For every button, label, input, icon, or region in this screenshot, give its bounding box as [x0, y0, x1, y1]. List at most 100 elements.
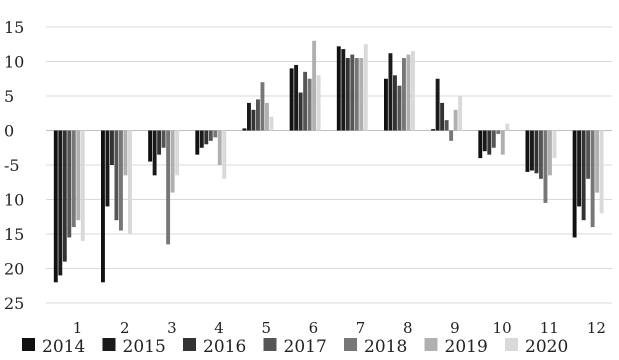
bar-2020-11	[552, 130, 557, 159]
legend-swatch-2020	[505, 338, 518, 351]
y-tick-label: 10	[4, 191, 24, 210]
bar-2016-3	[157, 130, 162, 155]
bar-2020-3	[175, 130, 180, 176]
bar-2020-6	[316, 75, 321, 131]
bar-2017-2	[114, 130, 119, 221]
bar-2014-3	[148, 130, 153, 162]
bar-2020-4	[222, 130, 227, 179]
bar-2015-7	[341, 49, 346, 131]
bar-2016-12	[581, 130, 586, 221]
bar-2017-3	[161, 130, 166, 148]
bar-2016-8	[393, 75, 397, 131]
y-tick-label: 10	[4, 53, 24, 72]
bar-2019-6	[312, 40, 317, 131]
bar-2018-4	[213, 130, 218, 138]
bar-2019-4	[217, 130, 222, 165]
y-tick-label: 5	[4, 87, 14, 106]
bar-2014-5	[242, 128, 247, 131]
bar-2020-12	[599, 130, 604, 214]
bar-2016-4	[204, 130, 209, 145]
bar-2018-9	[449, 130, 454, 141]
legend-swatch-2014	[22, 338, 35, 351]
bar-2020-7	[363, 44, 368, 131]
bar-2017-7	[350, 54, 355, 131]
bar-2015-1	[58, 130, 63, 276]
bar-2014-11	[525, 130, 530, 172]
legend-label-2017: 2017	[284, 337, 327, 357]
legend-label-2015: 2015	[123, 337, 166, 357]
bar-2018-7	[354, 58, 359, 131]
x-category-label: 3	[167, 319, 177, 337]
bar-2019-10	[500, 130, 505, 155]
y-tick-label: 15	[4, 225, 24, 244]
bar-2020-9	[458, 96, 463, 131]
bar-2019-5	[265, 102, 269, 131]
bar-2018-6	[307, 78, 312, 131]
bar-2019-12	[595, 130, 600, 193]
bar-2019-7	[359, 58, 364, 131]
bar-2015-4	[199, 130, 204, 148]
x-category-label: 5	[261, 319, 271, 337]
legend-swatch-2017	[263, 338, 277, 351]
y-tick-label: 20	[4, 260, 24, 279]
legend-swatch-2018	[344, 338, 357, 351]
bar-2016-1	[62, 130, 67, 262]
y-tick-label: -5	[4, 156, 20, 175]
bar-2017-5	[256, 99, 260, 131]
x-category-label: 4	[214, 319, 224, 337]
bar-2019-1	[76, 130, 81, 221]
x-category-label: 10	[493, 319, 512, 337]
bar-2019-2	[123, 130, 128, 176]
bar-2017-10	[491, 130, 496, 148]
bar-2019-11	[548, 130, 552, 176]
bar-2018-10	[496, 130, 501, 134]
bar-2016-6	[298, 92, 303, 131]
y-tick-label: 0	[4, 122, 14, 141]
bar-2014-2	[101, 130, 105, 283]
legend-label-2014: 2014	[42, 337, 85, 357]
bar-2019-3	[170, 130, 175, 193]
bar-2014-7	[336, 46, 341, 131]
legend-swatch-2015	[102, 338, 116, 351]
bar-2018-5	[260, 82, 265, 131]
bar-2014-12	[572, 130, 577, 238]
x-axis-category-labels: 1 2 3 4 5 6 7 8 9 10 11 12	[73, 319, 606, 337]
bar-2020-5	[269, 116, 274, 131]
bar-2014-10	[478, 130, 483, 159]
y-tick-label: 15	[4, 18, 24, 37]
bar-2016-10	[487, 130, 492, 155]
x-category-label: 11	[540, 319, 559, 337]
bar-2014-1	[53, 130, 58, 283]
bar-2015-10	[482, 130, 487, 152]
legend-label-2018: 2018	[364, 337, 407, 357]
bar-2016-7	[345, 58, 350, 131]
bar-2015-8	[388, 53, 393, 131]
bars	[53, 40, 604, 283]
bar-2018-11	[543, 130, 548, 203]
bar-2015-2	[105, 130, 110, 207]
bar-2017-8	[397, 85, 402, 131]
grid-lines	[46, 26, 612, 304]
bar-2016-9	[440, 102, 445, 131]
bar-2018-8	[402, 58, 406, 131]
bar-2015-11	[530, 130, 534, 171]
bar-2017-9	[444, 120, 449, 131]
bar-2017-12	[586, 130, 591, 179]
legend-label-2019: 2019	[445, 337, 488, 357]
bar-2018-1	[71, 130, 76, 228]
bar-2015-9	[435, 78, 440, 131]
bar-2017-11	[539, 130, 543, 179]
bar-2020-1	[80, 130, 85, 241]
bar-2014-8	[384, 78, 388, 131]
legend: 2014 2015 2016 2017 2018 2019 2020	[22, 337, 568, 357]
y-tick-label: 25	[4, 294, 24, 313]
bar-2016-2	[110, 130, 114, 165]
bar-2017-4	[208, 130, 213, 141]
x-category-label: 7	[356, 319, 366, 337]
legend-swatch-2016	[183, 338, 196, 351]
x-category-label: 1	[73, 319, 83, 337]
bar-2015-5	[247, 102, 251, 131]
bar-2018-12	[590, 130, 595, 228]
bar-2017-6	[303, 71, 308, 131]
bar-2018-2	[119, 130, 123, 231]
